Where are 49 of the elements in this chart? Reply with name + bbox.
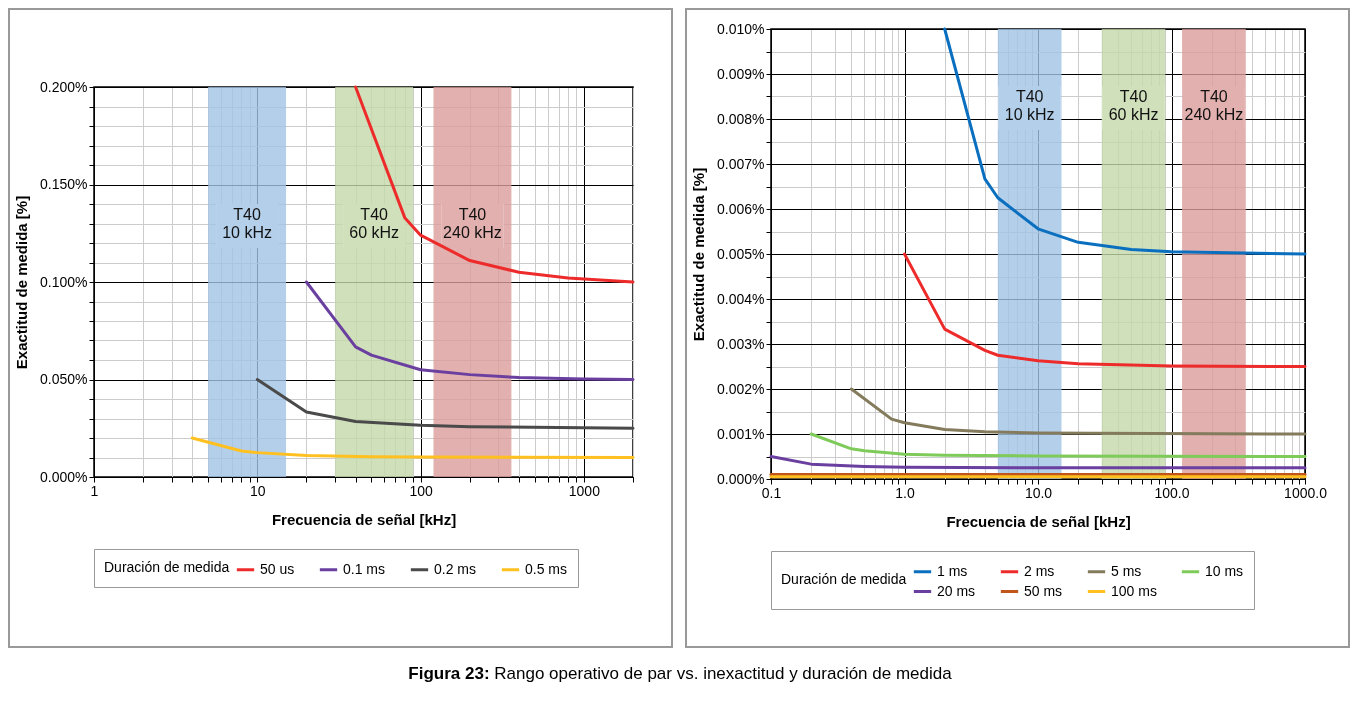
y-tick-label: 0.006% <box>717 200 765 217</box>
y-tick-label: 0.200% <box>40 78 88 95</box>
legend-title: Duración de medida <box>781 571 907 587</box>
y-tick-label: 0.008% <box>717 110 765 127</box>
band-label: T40 240 kHz <box>1184 88 1244 123</box>
band-label: T40 60 kHz <box>349 206 400 241</box>
legend-label: 10 ms <box>1205 562 1244 579</box>
x-tick-label: 10.0 <box>1024 484 1053 501</box>
legend-label: 20 ms <box>937 582 976 599</box>
y-tick-label: 0.007% <box>717 155 765 172</box>
x-tick-label: 1000 <box>568 482 601 499</box>
y-tick-label: 0.150% <box>40 176 88 192</box>
x-tick-label: 100 <box>409 482 433 499</box>
legend-label: 2 ms <box>1024 562 1055 579</box>
legend-title: Duración de medida <box>104 559 230 575</box>
band-label: T40 60 kHz <box>1108 88 1159 123</box>
legend-label: 1 ms <box>937 562 968 579</box>
legend-label: 0.1 ms <box>343 560 386 577</box>
legend-label: 0.5 ms <box>525 560 568 577</box>
y-tick-label: 0.003% <box>717 335 765 352</box>
band-label: T40 240 kHz <box>443 206 502 241</box>
legend-label: 50 us <box>260 560 295 577</box>
x-axis-title: Frecuencia de señal [kHz] <box>271 510 457 528</box>
legend-label: 5 ms <box>1111 562 1142 579</box>
x-tick-label: 100.0 <box>1154 484 1190 501</box>
x-tick-label: 1 <box>90 482 99 499</box>
y-tick-label: 0.002% <box>717 380 765 397</box>
y-tick-label: 0.100% <box>40 273 88 290</box>
y-axis-title: Exactitud de medida [%] <box>13 195 31 370</box>
y-axis-title: Exactitud de medida [%] <box>690 167 708 342</box>
y-tick-label: 0.050% <box>40 371 88 387</box>
y-tick-label: 0.009% <box>717 65 765 82</box>
band-label: T40 10 kHz <box>222 206 272 241</box>
y-tick-label: 0.004% <box>717 290 765 307</box>
y-tick-label: 0.001% <box>717 425 765 442</box>
y-tick-label: 0.005% <box>717 245 765 262</box>
x-tick-label: 1000.0 <box>1284 484 1328 501</box>
legend-label: 50 ms <box>1024 582 1063 599</box>
x-tick-label: 10 <box>249 482 266 499</box>
x-axis-title: Frecuencia de señal [kHz] <box>946 512 1131 530</box>
y-tick-label: 0.000% <box>40 468 88 485</box>
legend-label: 100 ms <box>1111 582 1157 599</box>
y-tick-label: 0.000% <box>717 470 765 487</box>
y-tick-label: 0.010% <box>717 20 765 37</box>
legend-label: 0.2 ms <box>434 560 477 577</box>
x-tick-label: 0.1 <box>761 484 782 501</box>
text: Figura 23: Rango operativo de par vs. inexactitud y duración de medida <box>407 664 953 684</box>
x-tick-label: 1.0 <box>895 484 915 501</box>
band-label: T40 10 kHz <box>1004 88 1055 123</box>
